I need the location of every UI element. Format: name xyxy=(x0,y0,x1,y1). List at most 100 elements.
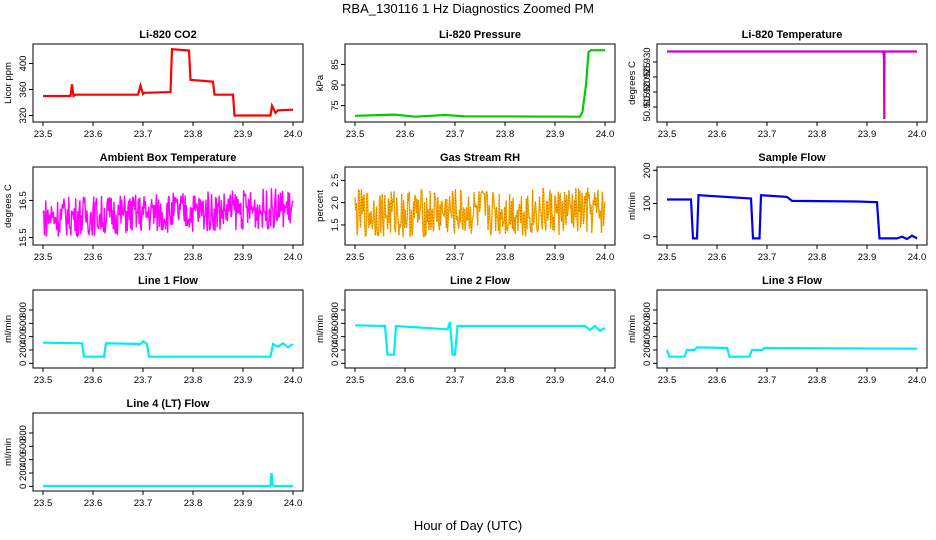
y-tick-label: 50.915 xyxy=(642,92,653,121)
x-tick-label: 23.5 xyxy=(34,498,53,509)
figure-title: RBA_130116 1 Hz Diagnostics Zoomed PM xyxy=(342,1,594,16)
x-tick-label: 23.9 xyxy=(546,129,565,140)
data-series-line xyxy=(42,188,294,238)
y-tick-label: 200 xyxy=(330,342,341,358)
data-series-line xyxy=(43,48,294,117)
chart-panel: Ambient Box Temperature 23.5 23.6 23.7 23.8 2… xyxy=(3,152,304,263)
x-tick-label: 23.6 xyxy=(84,375,103,386)
x-tick-label: 23.9 xyxy=(858,252,877,263)
x-tick-label: 23.6 xyxy=(84,129,103,140)
y-tick-label: 1.5 xyxy=(330,218,341,231)
x-tick-label: 23.5 xyxy=(346,375,365,386)
panel-title: Line 1 Flow xyxy=(138,275,198,287)
x-tick-label: 23.5 xyxy=(658,375,677,386)
chart-panel: Line 1 Flow 23.5 23.6 23.7 23.8 23.9 24.0 0 2004… xyxy=(3,275,304,386)
x-tick-label: 23.9 xyxy=(858,129,877,140)
y-tick-label: 50.920 xyxy=(642,77,653,106)
y-tick-label: 80 xyxy=(330,80,341,91)
x-tick-label: 23.6 xyxy=(708,129,727,140)
y-tick-label: 400 xyxy=(18,329,29,345)
plot-frame xyxy=(32,289,304,369)
panel-title: Li-820 Temperature xyxy=(742,29,843,41)
plot-frame xyxy=(32,412,304,492)
data-series-line xyxy=(354,321,606,356)
y-tick-label: 360 xyxy=(18,82,29,98)
y-tick-label: 200 xyxy=(642,162,653,178)
y-tick-label: 600 xyxy=(642,315,653,331)
y-axis-label: ml/min xyxy=(3,438,14,466)
plot-frame xyxy=(344,43,616,123)
x-tick-label: 23.7 xyxy=(134,252,153,263)
chart-panel: Li-820 Pressure 23.5 23.6 23.7 23.8 23.9 24.0 7… xyxy=(315,29,616,140)
data-series-points xyxy=(354,187,606,238)
y-tick-label: 50.925 xyxy=(642,62,653,91)
x-tick-label: 23.5 xyxy=(658,129,677,140)
plot-frame xyxy=(32,43,304,123)
panel-title: Sample Flow xyxy=(758,152,826,164)
y-tick-label: 0 xyxy=(330,361,341,366)
x-tick-label: 23.9 xyxy=(234,498,253,509)
y-axis-label: ml/min xyxy=(315,315,326,343)
y-tick-label: 0 xyxy=(18,484,29,489)
x-tick-label: 23.8 xyxy=(496,252,515,263)
y-tick-label: 16.5 xyxy=(18,191,29,210)
y-tick-label: 0 xyxy=(642,234,653,239)
y-axis-label: ml/min xyxy=(3,315,14,343)
x-tick-label: 24.0 xyxy=(284,498,303,509)
data-series-line xyxy=(665,346,918,358)
x-tick-label: 23.8 xyxy=(184,129,203,140)
x-tick-label: 24.0 xyxy=(908,129,927,140)
x-tick-label: 23.5 xyxy=(346,252,365,263)
data-series-line xyxy=(667,50,917,120)
plot-frame xyxy=(344,289,616,369)
x-tick-label: 24.0 xyxy=(284,252,303,263)
x-tick-label: 24.0 xyxy=(596,252,615,263)
y-tick-label: 800 xyxy=(18,302,29,318)
x-tick-label: 23.7 xyxy=(446,129,465,140)
y-tick-label: 2.5 xyxy=(330,174,341,187)
data-series-line xyxy=(42,339,294,358)
y-tick-label: 800 xyxy=(642,302,653,318)
x-tick-label: 23.5 xyxy=(34,252,53,263)
x-tick-label: 24.0 xyxy=(596,375,615,386)
x-tick-label: 23.7 xyxy=(134,498,153,509)
x-tick-label: 23.8 xyxy=(496,375,515,386)
y-tick-label: 400 xyxy=(642,329,653,345)
y-tick-label: 600 xyxy=(18,438,29,454)
y-tick-label: 600 xyxy=(18,315,29,331)
y-tick-label: 320 xyxy=(18,108,29,124)
x-tick-label: 23.8 xyxy=(496,129,515,140)
x-tick-label: 23.6 xyxy=(396,129,415,140)
plot-frame xyxy=(32,166,304,246)
x-tick-label: 23.8 xyxy=(184,375,203,386)
x-axis-title: Hour of Day (UTC) xyxy=(413,518,523,533)
y-tick-label: 400 xyxy=(18,452,29,468)
data-series-line xyxy=(43,472,293,488)
x-tick-label: 23.7 xyxy=(758,252,777,263)
panel-title: Ambient Box Temperature xyxy=(100,152,237,164)
y-axis-label: degrees C xyxy=(3,184,14,228)
chart-panel: Li-820 CO2 23.5 23.6 23.7 23.8 23.9 24.0 320 360… xyxy=(3,29,304,140)
y-tick-label: 200 xyxy=(18,465,29,481)
x-tick-label: 23.7 xyxy=(446,252,465,263)
x-tick-label: 23.6 xyxy=(84,498,103,509)
plot-frame xyxy=(344,166,616,246)
x-tick-label: 23.5 xyxy=(658,252,677,263)
y-axis-label: ml/min xyxy=(627,315,638,343)
x-tick-label: 24.0 xyxy=(596,129,615,140)
y-tick-label: 800 xyxy=(18,425,29,441)
x-tick-label: 23.6 xyxy=(708,252,727,263)
y-tick-label: 800 xyxy=(330,302,341,318)
y-tick-label: 200 xyxy=(642,342,653,358)
x-tick-label: 23.9 xyxy=(234,252,253,263)
x-tick-label: 23.5 xyxy=(34,375,53,386)
chart-panel: Sample Flow 23.5 23.6 23.7 23.8 23.9 24.0 0 100 2… xyxy=(627,152,928,263)
y-tick-label: 2.0 xyxy=(330,196,341,209)
panel-title: Line 2 Flow xyxy=(450,275,510,287)
chart-panel: Gas Stream RH 23.5 23.6 23.7 23.8 23.9 24.0 1.5… xyxy=(315,152,616,263)
chart-panel: Line 2 Flow 23.5 23.6 23.7 23.8 23.9 24.0 0 2004… xyxy=(315,275,616,386)
x-tick-label: 23.8 xyxy=(808,252,827,263)
x-tick-label: 24.0 xyxy=(908,375,927,386)
y-tick-label: 600 xyxy=(330,315,341,331)
